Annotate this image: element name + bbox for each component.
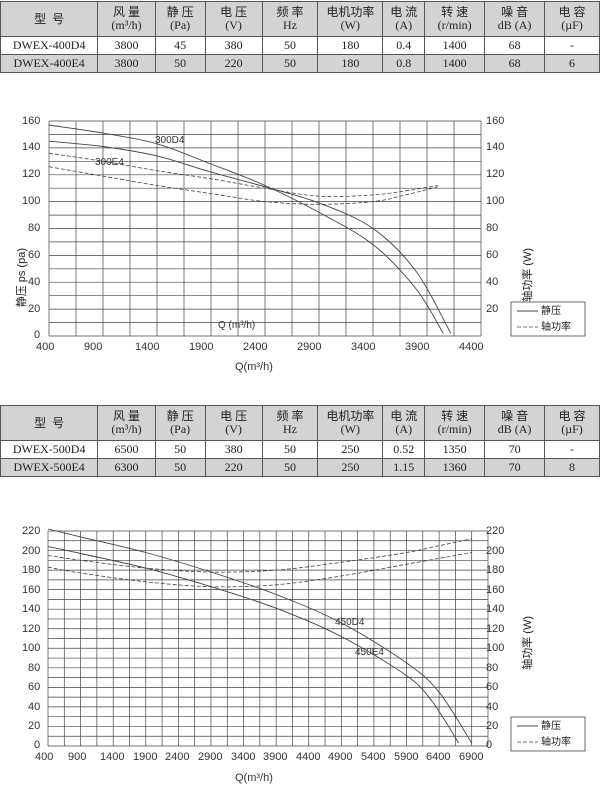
svg-text:轴功率: 轴功率: [541, 320, 571, 333]
svg-text:450E4: 450E4: [355, 647, 384, 658]
svg-text:轴功率: 轴功率: [541, 735, 571, 748]
svg-text:300D4: 300D4: [155, 135, 185, 146]
svg-text:300E4: 300E4: [95, 157, 124, 168]
svg-text:静压: 静压: [541, 719, 561, 732]
svg-text:450D4: 450D4: [335, 617, 365, 628]
svg-text:Q (m³/h): Q (m³/h): [218, 320, 255, 331]
svg-text:静压: 静压: [541, 304, 561, 317]
